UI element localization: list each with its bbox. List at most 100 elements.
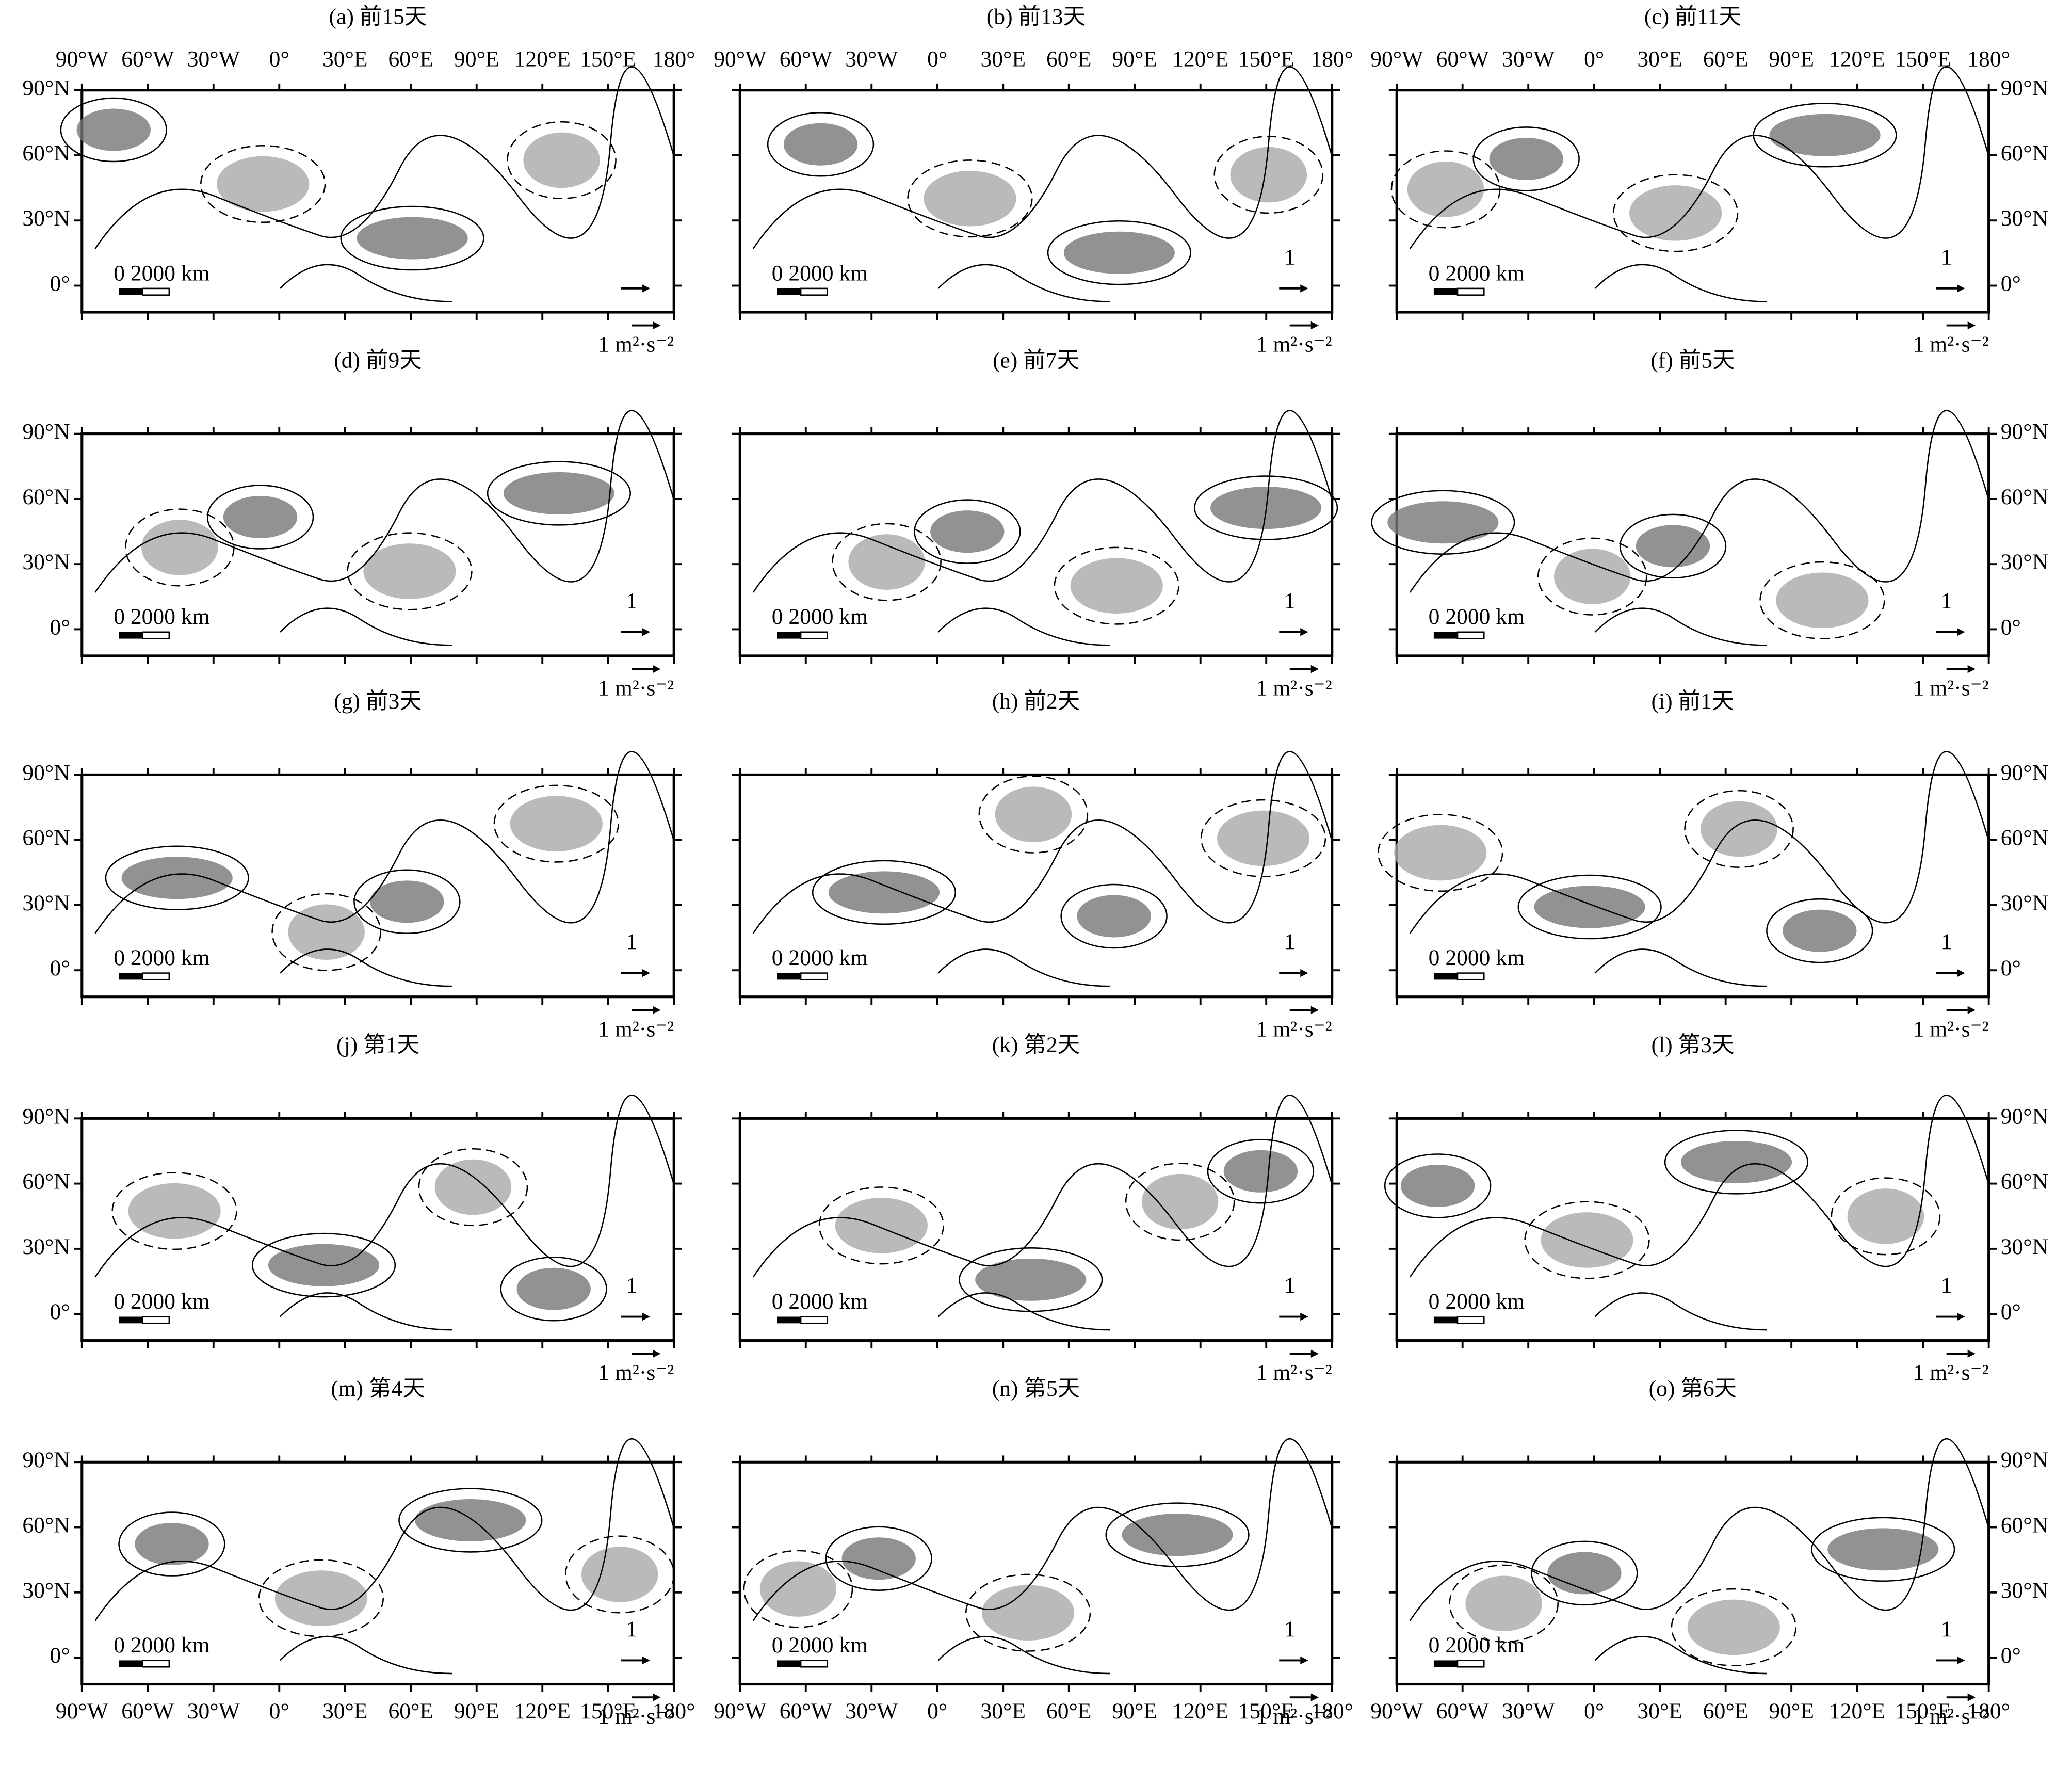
scale-bar-label: 0 2000 km [772,1633,868,1658]
map-frame [738,1460,1334,1686]
lon-label: 60°W [780,46,832,71]
ref-arrow-head [1310,321,1319,330]
lon-label: 150°E [1895,1699,1951,1724]
scale-bar [1456,631,1485,639]
map-panel: (d) 前9天 90°N 60°N 30°N 0° 0 2000 km 1 1 m²·s⁻² [22,348,682,700]
lon-label: 120°E [1829,1699,1885,1724]
lon-label: 90°W [56,1699,108,1724]
ref-arrow-head [1310,1349,1319,1358]
contour [1671,1588,1796,1666]
scale-bar [1456,1316,1485,1324]
lon-label: 60°E [388,46,433,71]
ref-arrow-head [1300,628,1308,636]
panel-title: (d) 前9天 [334,348,422,373]
shading [1847,1188,1924,1244]
ref-arrow-head [642,284,651,293]
contour [1200,799,1326,877]
vector-ref-value: 1 [626,929,637,954]
ref-arrow-head [1957,628,1965,636]
panel-title: (m) 第4天 [331,1376,425,1401]
lon-label: 0° [1584,46,1604,71]
contour [825,1526,932,1591]
shading [1776,572,1869,629]
scale-bar [142,972,170,980]
scale-bar [800,287,828,296]
panel-title: (n) 第5天 [992,1376,1080,1401]
lon-label: 150°E [1895,46,1951,71]
shading [1465,1575,1542,1632]
lat-label: 60°N [22,141,70,166]
lon-label: 90°E [1112,1699,1157,1724]
map-frame [80,89,675,314]
map-panel: (c) 前11天 90°W 60°W 30°W 0° 30°E 60°E 90°E 120°E 1… [1370,4,2048,357]
lon-label: 90°E [454,1699,499,1724]
map-panel: (n) 第5天 90°W 60°W 30°W 0° 30°E 60°E 90°E 120°E 15… [714,1376,1353,1729]
shading [141,520,218,575]
ref-arrow-head [1957,969,1965,977]
ref-arrow-head [642,969,651,977]
contour [487,461,631,526]
panel-title: (i) 前1天 [1652,689,1735,714]
lat-label: 30°N [22,891,70,915]
scale-bar [1433,632,1458,639]
vector-ref-value: 1 [1284,929,1296,954]
contour [507,121,617,200]
lon-label: 0° [1584,1699,1604,1724]
map-panel: (k) 第2天 0 2000 km 1 1 m²·s⁻² [732,1033,1340,1385]
lon-label: 60°W [780,1699,832,1724]
shading [759,1561,837,1617]
vector-ref-label: 1 m²·s⁻² [1256,1704,1332,1729]
scale-bar [119,973,143,980]
scale-bar-label: 0 2000 km [114,945,209,970]
lon-label: 30°W [187,1699,240,1724]
ref-arrow-head [653,321,661,330]
contour [965,1573,1091,1652]
lon-label: 0° [927,1699,947,1724]
lat-label: 0° [2001,956,2021,980]
shading [288,904,365,960]
ref-arrow-head [653,665,661,673]
contour [1047,220,1191,285]
coastline [94,1095,675,1331]
ref-arrow-head [1967,321,1976,330]
vector-ref-label: 1 m²·s⁻² [598,676,674,700]
ref-arrow-head [1957,284,1965,293]
contour [1060,883,1168,949]
map-frame [80,1460,675,1686]
scale-bar [800,1660,828,1668]
vector-ref-value: 1 [1941,1273,1952,1298]
ref-arrow-head [1967,1349,1976,1358]
coastline [1409,1438,1989,1675]
scale-bar-label: 0 2000 km [114,261,209,285]
lat-label: 60°N [22,1513,70,1538]
vector-ref-label: 1 m²·s⁻² [1256,676,1332,700]
shading [217,156,310,212]
contour [1537,537,1647,616]
contour [493,784,619,863]
shading [1541,1212,1633,1268]
ref-arrow-head [1300,969,1308,977]
contour [271,893,381,971]
lon-label: 150°E [1238,46,1294,71]
shading [1629,185,1722,241]
shading [581,1547,658,1602]
contour [564,1535,675,1614]
coastline [752,1095,1333,1331]
lon-label: 30°E [1637,1699,1682,1724]
vector-ref-label: 1 m²·s⁻² [1913,1017,1989,1041]
shading [975,1258,1087,1301]
shading [1534,886,1645,928]
coastline [1409,66,1989,302]
lon-label: 180° [653,46,695,71]
scale-bar-label: 0 2000 km [114,1289,209,1314]
coastline [752,1438,1333,1675]
lat-label: 0° [50,1643,70,1668]
vector-ref-value: 1 [626,1617,637,1642]
contour [398,1488,543,1553]
shading [1547,1552,1622,1595]
contour [1207,1139,1315,1204]
coastline [1409,410,1989,646]
lon-label: 60°W [1436,46,1489,71]
lon-label: 120°E [1829,46,1885,71]
scale-bar-label: 0 2000 km [1429,261,1525,285]
